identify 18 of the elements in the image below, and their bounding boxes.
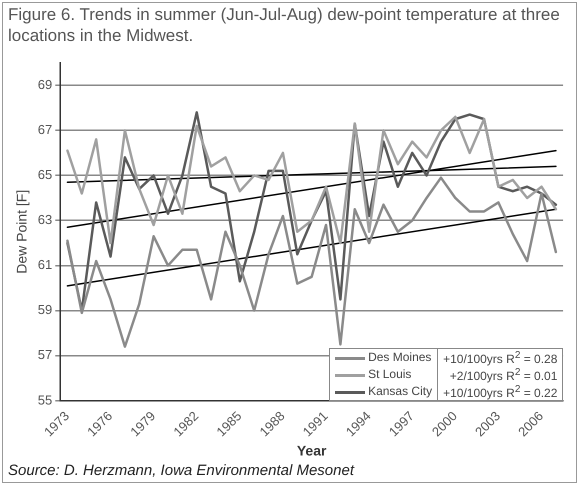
chart-title: Figure 6. Trends in summer (Jun-Jul-Aug) dew-point temperature at three locations in the Midwest. xyxy=(8,4,561,46)
legend-label: Kansas City xyxy=(367,383,434,400)
y-tick-label: 55 xyxy=(38,392,52,408)
y-tick-label: 61 xyxy=(38,257,52,272)
annotation: +10/100yrs R$^{2}$ = 0.28 xyxy=(438,348,563,366)
y-axis-title: Dew Point [F] xyxy=(13,190,30,274)
x-axis-title: Year xyxy=(296,442,328,458)
y-tick-label: 65 xyxy=(38,167,52,182)
legend-label: Des Moines xyxy=(367,349,432,366)
y-tick-label: 69 xyxy=(38,76,52,92)
y-tick-label: 63 xyxy=(38,212,52,228)
y-tick-label: 67 xyxy=(38,122,52,137)
y-tick-label: 59 xyxy=(38,302,52,318)
annotation: +2/100yrs R$^{2}$ = 0.01 xyxy=(438,366,563,383)
y-tick-label: 57 xyxy=(38,347,52,362)
legend-label: St Louis xyxy=(367,366,412,383)
source-note: Source: D. Herzmann, Iowa Environmental Mesonet xyxy=(8,462,354,479)
annotation: +10/100yrs R$^{2}$ = 0.22 xyxy=(438,382,563,400)
